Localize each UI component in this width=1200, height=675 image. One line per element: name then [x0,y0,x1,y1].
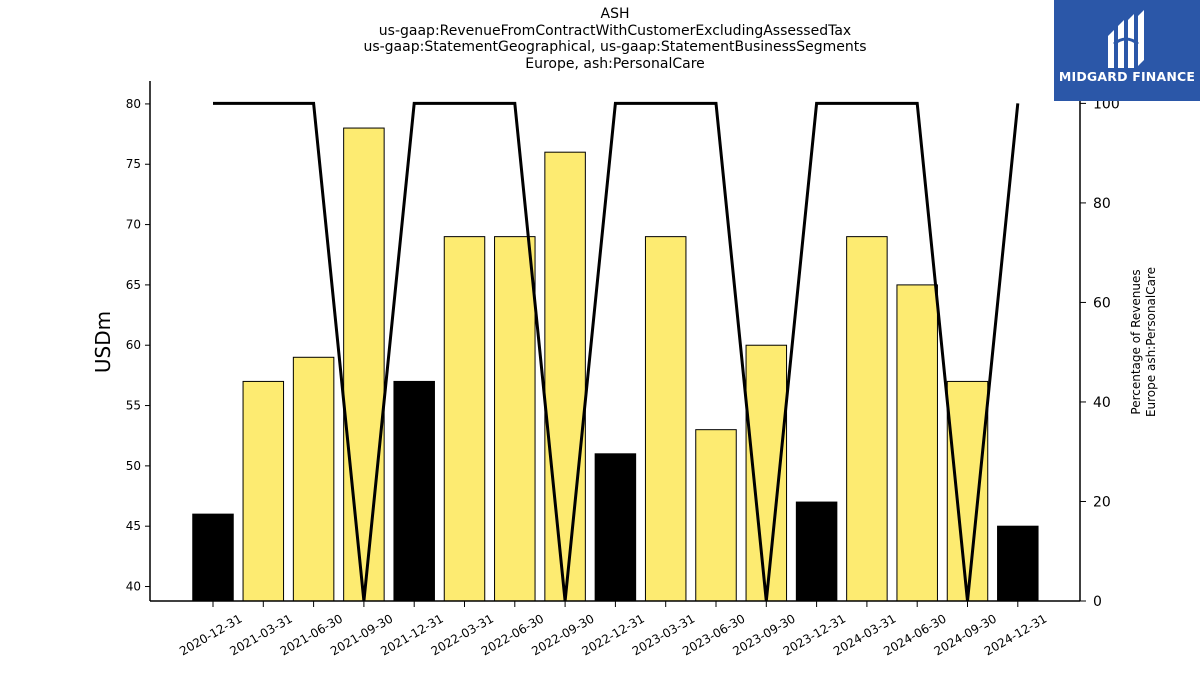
bar [343,127,385,602]
bar [997,525,1039,602]
logo-mark-icon [1108,10,1144,68]
y-axis-label: USDm [91,311,115,373]
y2-tick-label: 80 [1093,196,1111,212]
y2-axis-label-line-1: Percentage of Revenues [1129,269,1143,414]
y-tick-label: 50 [126,459,141,473]
bar [292,356,335,602]
bar [946,380,989,602]
bar [594,453,637,602]
bar [443,236,486,602]
y2-tick-label: 40 [1093,395,1111,411]
logo-text: MIDGARD FINANCE [1058,69,1196,84]
y2-tick-label: 0 [1093,594,1102,610]
bar [846,236,888,602]
y2-axis-label-line-2: Europe ash:PersonalCare [1144,267,1158,417]
y-tick-label: 40 [126,580,141,594]
bar [644,236,687,602]
title-line-2: us-gaap:RevenueFromContractWithCustomerE… [378,22,852,39]
title-line-1: ASH [600,6,630,22]
title-line-4: Europe, ash:PersonalCare [525,55,705,72]
chart-title: ASH us-gaap:RevenueFromContractWithCusto… [0,6,1200,72]
bar [544,151,586,602]
y-tick-label: 75 [126,157,141,171]
percentage-line [213,101,1020,602]
bar [242,380,285,602]
y-tick-label: 55 [126,399,141,413]
y-tick-label: 45 [126,519,141,533]
y-tick-label: 80 [126,97,141,111]
y-tick-label: 60 [126,338,141,352]
bar [695,429,737,602]
y-tick-label: 70 [126,218,141,232]
bar [393,380,435,602]
bar [192,513,234,602]
midgard-finance-logo: MIDGARD FINANCE [1054,0,1200,101]
y2-tick-label: 60 [1093,295,1111,311]
y-tick-label: 65 [126,278,141,292]
title-line-3: us-gaap:StatementGeographical, us-gaap:S… [363,39,867,55]
bar [494,236,536,602]
bar [896,284,938,602]
bar [795,501,838,602]
y2-tick-label: 20 [1093,494,1111,510]
